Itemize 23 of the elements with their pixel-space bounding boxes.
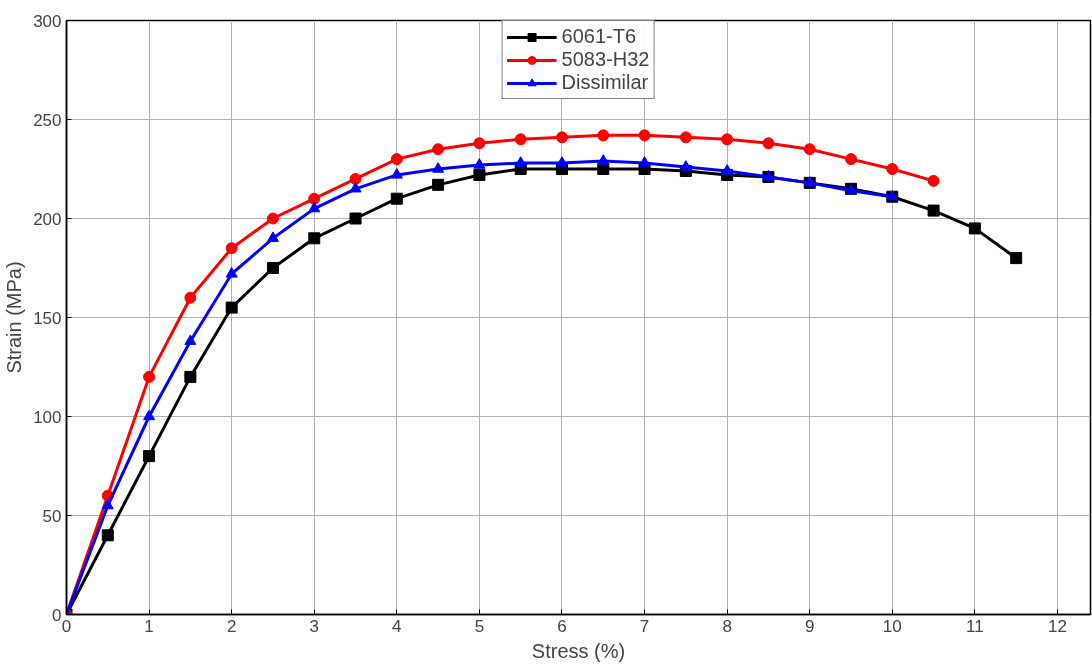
x-tick-label: 7 bbox=[639, 616, 650, 636]
x-tick-label: 10 bbox=[882, 616, 902, 636]
x-tick-label: 2 bbox=[226, 616, 237, 636]
x-tick-label: 12 bbox=[1048, 616, 1067, 636]
x-tick-label: 6 bbox=[557, 616, 567, 636]
legend-label: Dissimilar bbox=[561, 71, 649, 94]
x-axis-title: Stress (%) bbox=[531, 639, 626, 662]
legend-label: 6061-T6 bbox=[561, 25, 637, 48]
x-tick-label: 9 bbox=[805, 616, 815, 636]
x-tick-label: 11 bbox=[966, 616, 984, 636]
y-tick-label: 150 bbox=[33, 308, 62, 328]
y-tick-label: 200 bbox=[33, 209, 62, 229]
x-tick-label: 1 bbox=[144, 616, 154, 636]
x-tick-label: 4 bbox=[392, 616, 402, 636]
x-tick-label: 5 bbox=[474, 616, 485, 636]
x-tick-label: 3 bbox=[309, 616, 319, 636]
y-axis-title: Strain (MPa) bbox=[3, 261, 26, 374]
y-tick-label: 300 bbox=[33, 11, 62, 31]
y-tick-label: 50 bbox=[42, 506, 62, 526]
legend-label: 5083-H32 bbox=[561, 48, 650, 71]
y-tick-label: 250 bbox=[33, 110, 62, 130]
x-tick-label: 8 bbox=[722, 616, 732, 636]
y-tick-label: 100 bbox=[33, 407, 62, 427]
